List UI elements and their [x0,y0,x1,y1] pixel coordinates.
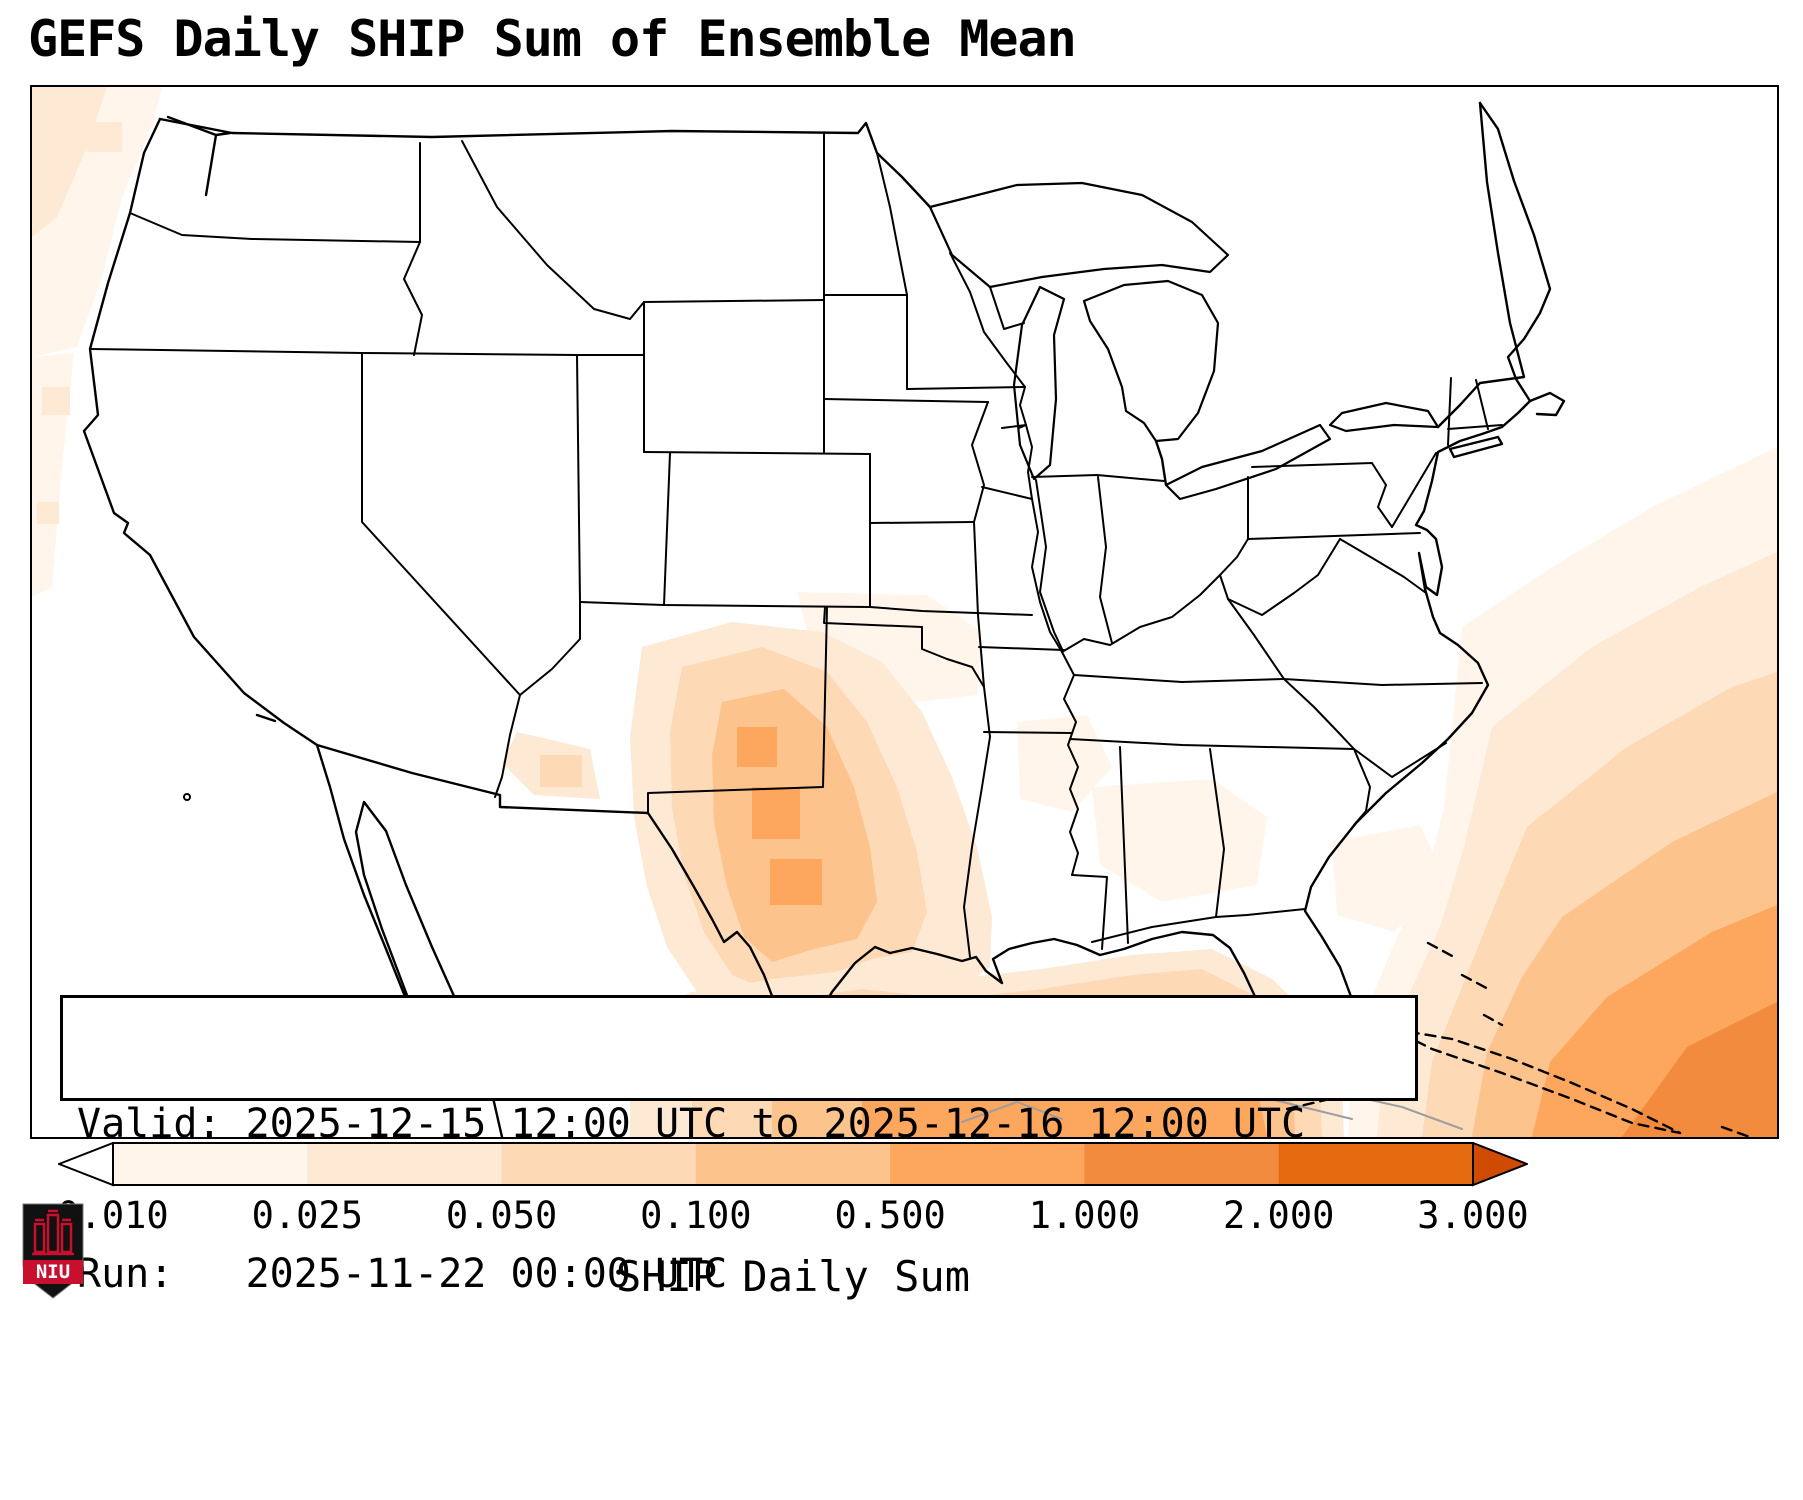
colorbar-tick-label: 3.000 [1417,1194,1529,1237]
colorbar-bar [58,1142,1528,1187]
conus-ship-map [32,87,1777,1137]
colorbar-segment [501,1143,697,1185]
niu-castle-icon [32,1209,74,1256]
colorbar-arrow [58,1142,114,1187]
colorbar-segment [1084,1143,1280,1185]
validity-info-box: Valid: 2025-12-15 12:00 UTC to 2025-12-16… [60,995,1418,1297]
colorbar-tick-label: 0.050 [445,1194,558,1237]
niu-logo: NIU [22,1203,84,1299]
valid-value: 2025-12-15 12:00 UTC to 2025-12-16 12:00… [245,1101,1306,1147]
colorbar: 0.010 0.025 0.050 0.100 0.500 1.000 2.000 3.000… [57,1142,1529,1312]
niu-banner [23,1260,83,1284]
run-row: Run: 2025-11-22 00:00 UTC [77,1249,1415,1299]
run-label: Run: [77,1251,174,1297]
valid-row: Valid: 2025-12-15 12:00 UTC to 2025-12-16… [77,1099,1415,1149]
valid-label: Valid: [77,1101,222,1147]
state-borders-layer [89,132,1503,958]
niu-logo-text: NIU [36,1261,70,1283]
colorbar-tick-label: 0.100 [640,1194,752,1237]
colorbar-tick-label: 2.000 [1223,1194,1335,1237]
colorbar-segment [1278,1143,1474,1185]
colorbar-segment [890,1143,1086,1185]
colorbar-tick-label: 0.025 [251,1194,363,1237]
colorbar-arrow [1472,1142,1528,1187]
ship-shading-layer [32,87,1777,1137]
page-title: GEFS Daily SHIP Sum of Ensemble Mean [28,10,1077,68]
colorbar-tick-label: 1.000 [1028,1194,1141,1237]
colorbar-segment [695,1143,891,1185]
colorbar-label: SHIP Daily Sum [615,1252,970,1301]
map-area [30,85,1779,1139]
colorbar-tick-label: 0.500 [834,1194,946,1237]
colorbar-segment [113,1143,309,1185]
islands-dashed-layer [1285,941,1754,1137]
colorbar-segment [307,1143,503,1185]
run-value: 2025-11-22 00:00 UTC [245,1251,728,1297]
